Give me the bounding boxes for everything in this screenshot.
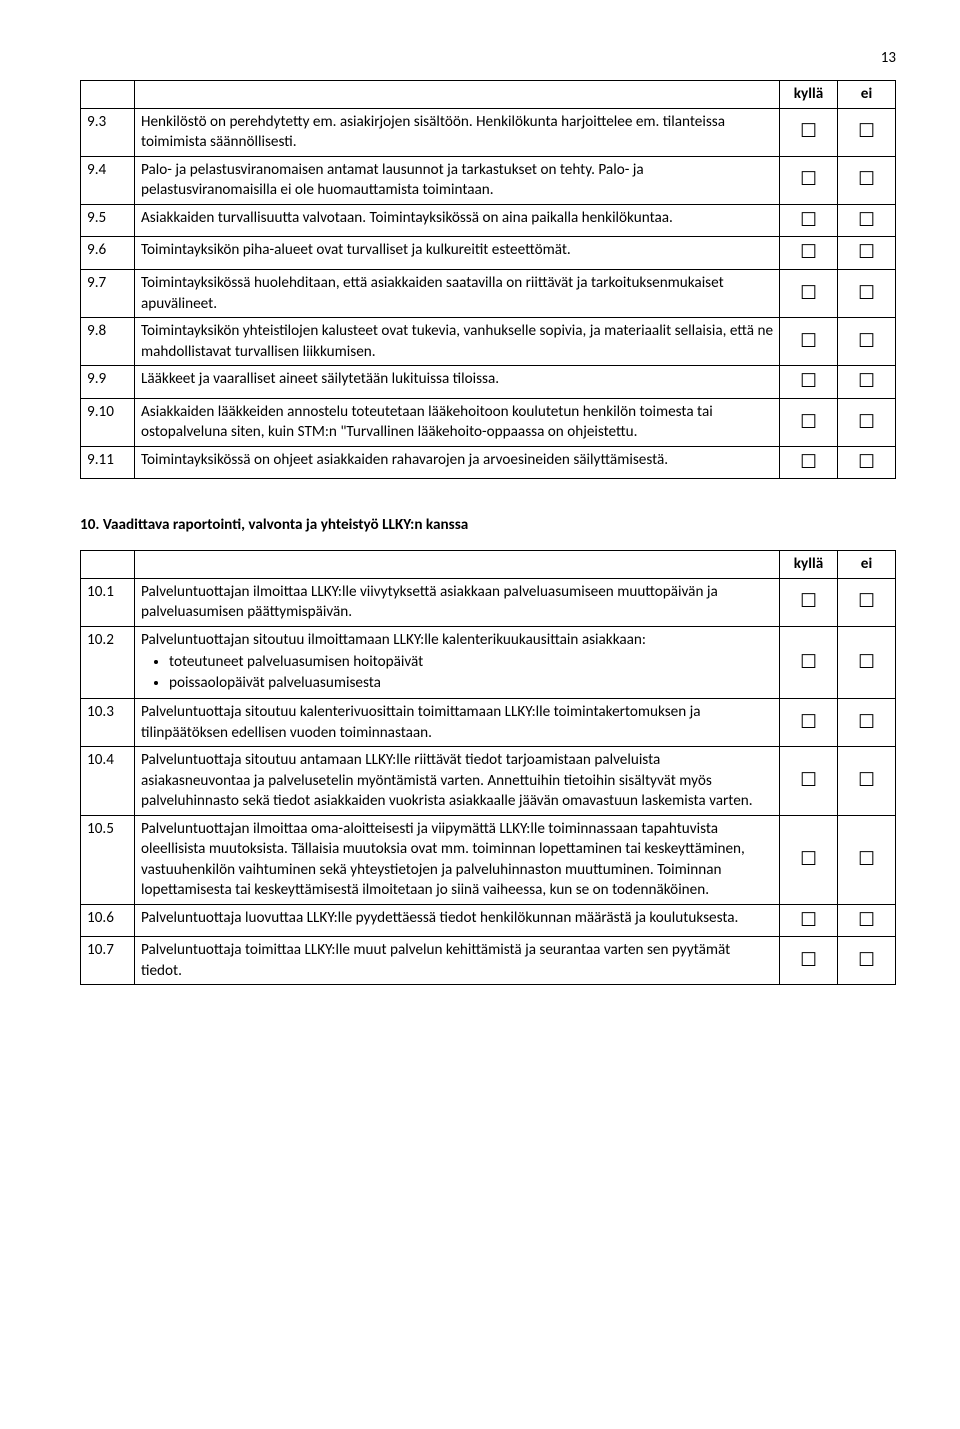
checkbox-ei[interactable]: ☐ [838,270,896,318]
row-number: 9.9 [81,366,135,399]
checkbox-ei[interactable]: ☐ [838,366,896,399]
table-row: 9.8Toimintayksikön yhteistilojen kaluste… [81,318,896,366]
checkbox-ei[interactable]: ☐ [838,815,896,904]
checkbox-kylla[interactable]: ☐ [780,626,838,699]
page-number: 13 [80,48,896,68]
row-text: Lääkkeet ja vaaralliset aineet säilytetä… [135,366,780,399]
row-number: 10.2 [81,626,135,699]
row-text: Toimintayksikön yhteistilojen kalusteet … [135,318,780,366]
row-text: Henkilöstö on perehdytetty em. asiakirjo… [135,108,780,156]
row-text: Palo- ja pelastusviranomaisen antamat la… [135,156,780,204]
section-10-title: 10. Vaadittava raportointi, valvonta ja … [80,515,896,536]
checkbox-kylla[interactable]: ☐ [780,318,838,366]
row-text: Asiakkaiden lääkkeiden annostelu toteute… [135,398,780,446]
header-empty-num [81,551,135,579]
checkbox-kylla[interactable]: ☐ [780,446,838,479]
header-empty-text [135,551,780,579]
checkbox-kylla[interactable]: ☐ [780,366,838,399]
checkbox-ei[interactable]: ☐ [838,156,896,204]
header-ei: ei [838,81,896,109]
checkbox-kylla[interactable]: ☐ [780,815,838,904]
checkbox-kylla[interactable]: ☐ [780,156,838,204]
row-number: 10.7 [81,937,135,985]
table-header-row: kyllä ei [81,551,896,579]
header-empty-num [81,81,135,109]
row-text: Palveluntuottajan ilmoittaa oma-aloittei… [135,815,780,904]
row-number: 10.4 [81,747,135,816]
row-number: 9.4 [81,156,135,204]
header-ei: ei [838,551,896,579]
checkbox-ei[interactable]: ☐ [838,937,896,985]
checkbox-ei[interactable]: ☐ [838,904,896,937]
table-row: 10.3Palveluntuottaja sitoutuu kalenteriv… [81,699,896,747]
table-row: 10.5Palveluntuottajan ilmoittaa oma-aloi… [81,815,896,904]
checkbox-kylla[interactable]: ☐ [780,398,838,446]
header-kylla: kyllä [780,81,838,109]
row-number: 10.1 [81,578,135,626]
checkbox-ei[interactable]: ☐ [838,108,896,156]
row-text: Palveluntuottaja toimittaa LLKY:lle muut… [135,937,780,985]
table-row: 9.6Toimintayksikön piha-alueet ovat turv… [81,237,896,270]
row-number: 9.10 [81,398,135,446]
header-kylla: kyllä [780,551,838,579]
table-row: 10.7Palveluntuottaja toimittaa LLKY:lle … [81,937,896,985]
checkbox-kylla[interactable]: ☐ [780,699,838,747]
table-row: 9.9Lääkkeet ja vaaralliset aineet säilyt… [81,366,896,399]
table-row: 9.3Henkilöstö on perehdytetty em. asiaki… [81,108,896,156]
row-number: 9.11 [81,446,135,479]
row-number: 10.5 [81,815,135,904]
row-number: 9.5 [81,204,135,237]
checkbox-kylla[interactable]: ☐ [780,270,838,318]
row-text: Palveluntuottaja sitoutuu kalenterivuosi… [135,699,780,747]
row-number: 10.6 [81,904,135,937]
checkbox-ei[interactable]: ☐ [838,237,896,270]
row-text: Palveluntuottajan sitoutuu ilmoittamaan … [135,626,780,699]
row-text: Toimintayksikössä huolehditaan, että asi… [135,270,780,318]
checkbox-ei[interactable]: ☐ [838,318,896,366]
row-number: 9.6 [81,237,135,270]
table-row: 9.4Palo- ja pelastusviranomaisen antamat… [81,156,896,204]
checkbox-kylla[interactable]: ☐ [780,937,838,985]
table-row: 10.6Palveluntuottaja luovuttaa LLKY:lle … [81,904,896,937]
table-row: 9.7Toimintayksikössä huolehditaan, että … [81,270,896,318]
table-row: 10.1Palveluntuottajan ilmoittaa LLKY:lle… [81,578,896,626]
row-text: Palveluntuottaja luovuttaa LLKY:lle pyyd… [135,904,780,937]
checkbox-ei[interactable]: ☐ [838,626,896,699]
checkbox-ei[interactable]: ☐ [838,747,896,816]
header-empty-text [135,81,780,109]
row-text: Palveluntuottajan ilmoittaa LLKY:lle vii… [135,578,780,626]
row-text: Asiakkaiden turvallisuutta valvotaan. To… [135,204,780,237]
list-item: toteutuneet palveluasumisen hoitopäivät [169,652,773,673]
table-row: 10.4Palveluntuottaja sitoutuu antamaan L… [81,747,896,816]
checkbox-ei[interactable]: ☐ [838,204,896,237]
row-number: 9.8 [81,318,135,366]
row-text: Palveluntuottaja sitoutuu antamaan LLKY:… [135,747,780,816]
checkbox-kylla[interactable]: ☐ [780,237,838,270]
criteria-table-9: kyllä ei 9.3Henkilöstö on perehdytetty e… [80,80,896,479]
row-number: 9.7 [81,270,135,318]
table-row: 10.2Palveluntuottajan sitoutuu ilmoittam… [81,626,896,699]
row-text: Toimintayksikössä on ohjeet asiakkaiden … [135,446,780,479]
criteria-table-10: kyllä ei 10.1Palveluntuottajan ilmoittaa… [80,550,896,985]
checkbox-ei[interactable]: ☐ [838,699,896,747]
table-header-row: kyllä ei [81,81,896,109]
checkbox-kylla[interactable]: ☐ [780,904,838,937]
table-row: 9.10Asiakkaiden lääkkeiden annostelu tot… [81,398,896,446]
checkbox-kylla[interactable]: ☐ [780,747,838,816]
checkbox-ei[interactable]: ☐ [838,398,896,446]
checkbox-ei[interactable]: ☐ [838,578,896,626]
row-number: 10.3 [81,699,135,747]
list-item: poissaolopäivät palveluasumisesta [169,673,773,694]
table-row: 9.11Toimintayksikössä on ohjeet asiakkai… [81,446,896,479]
row-text: Toimintayksikön piha-alueet ovat turvall… [135,237,780,270]
checkbox-kylla[interactable]: ☐ [780,108,838,156]
row-number: 9.3 [81,108,135,156]
checkbox-ei[interactable]: ☐ [838,446,896,479]
table-row: 9.5Asiakkaiden turvallisuutta valvotaan.… [81,204,896,237]
row-bullets: toteutuneet palveluasumisen hoitopäivätp… [141,652,773,693]
checkbox-kylla[interactable]: ☐ [780,204,838,237]
checkbox-kylla[interactable]: ☐ [780,578,838,626]
